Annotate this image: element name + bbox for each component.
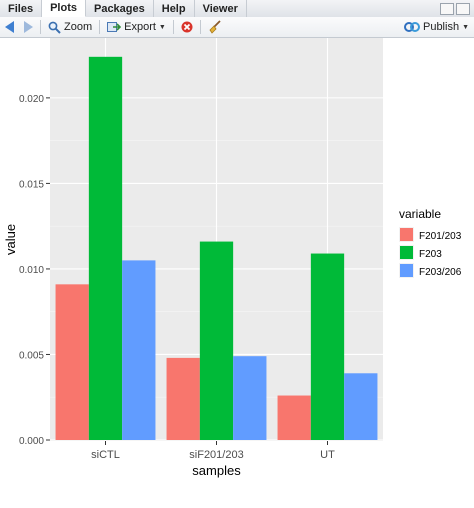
tab-viewer[interactable]: Viewer — [195, 0, 247, 17]
toolbar-divider — [199, 20, 201, 34]
bar — [55, 284, 89, 440]
bar-chart: 0.000 0.005 0.010 0.015 0.020 siCTL siF201/20… — [3, 38, 462, 478]
bar — [166, 357, 200, 440]
publish-label: Publish — [422, 21, 460, 33]
y-tick-label: 0.010 — [19, 265, 44, 276]
x-axis: siCTL siF201/203 UT — [91, 441, 335, 461]
pane-window-controls — [440, 0, 474, 17]
toolbar-divider — [40, 20, 41, 34]
x-tick-label: siCTL — [91, 449, 120, 461]
arrow-left-icon — [5, 21, 14, 33]
legend-key — [400, 228, 413, 241]
remove-plot-icon — [181, 21, 193, 33]
legend-entry: F203 — [419, 249, 442, 260]
bar — [233, 356, 267, 440]
y-tick-label: 0.015 — [19, 179, 44, 190]
legend: variable F201/203 F203 F203/206 — [399, 207, 462, 278]
bars — [55, 56, 378, 441]
plots-toolbar: Zoom Export ▼ Publish ▼ — [0, 17, 474, 38]
legend-key — [400, 246, 413, 259]
minimize-pane-button[interactable] — [440, 2, 454, 15]
y-tick-label: 0.000 — [19, 436, 44, 447]
tab-files[interactable]: Files — [0, 0, 43, 17]
zoom-label: Zoom — [64, 21, 93, 33]
tab-help[interactable]: Help — [154, 0, 195, 17]
remove-plot-button[interactable] — [176, 17, 198, 37]
bar — [344, 373, 378, 440]
publish-button[interactable]: Publish ▼ — [399, 17, 474, 37]
bar — [122, 260, 156, 440]
plot-viewer: 0.000 0.005 0.010 0.015 0.020 siCTL siF201/20… — [0, 38, 474, 503]
export-button[interactable]: Export ▼ — [102, 17, 171, 37]
export-icon — [107, 22, 122, 32]
legend-title: variable — [399, 207, 441, 221]
y-axis-title: value — [3, 224, 18, 255]
maximize-pane-button[interactable] — [456, 2, 470, 15]
chevron-down-icon: ▼ — [158, 23, 166, 31]
zoom-button[interactable]: Zoom — [43, 17, 97, 37]
y-tick-label: 0.005 — [19, 350, 44, 361]
pane-tab-bar: Files Plots Packages Help Viewer — [0, 0, 474, 18]
toolbar-divider — [99, 20, 101, 34]
chevron-down-icon: ▼ — [462, 23, 469, 31]
tab-plots[interactable]: Plots — [42, 0, 86, 17]
legend-entry: F201/203 — [419, 231, 462, 242]
x-tick-label: siF201/203 — [189, 449, 243, 461]
legend-entry: F203/206 — [419, 267, 462, 278]
toolbar-divider — [172, 20, 174, 34]
bar — [199, 241, 234, 440]
x-tick-label: UT — [320, 449, 335, 461]
publish-icon — [403, 22, 420, 32]
bar — [310, 253, 345, 440]
y-tick-label: 0.020 — [19, 94, 44, 105]
back-button[interactable] — [0, 17, 19, 37]
x-axis-title: samples — [192, 463, 241, 478]
arrow-right-icon — [24, 21, 33, 33]
legend-key — [400, 264, 413, 277]
broom-icon — [209, 20, 221, 34]
tab-packages[interactable]: Packages — [86, 0, 154, 17]
bar — [88, 56, 123, 441]
export-label: Export — [124, 21, 156, 33]
y-axis: 0.000 0.005 0.010 0.015 0.020 — [19, 94, 50, 447]
bar — [277, 395, 311, 440]
clear-all-plots-button[interactable] — [203, 17, 227, 37]
forward-button[interactable] — [19, 17, 38, 37]
magnifier-icon — [48, 21, 61, 34]
